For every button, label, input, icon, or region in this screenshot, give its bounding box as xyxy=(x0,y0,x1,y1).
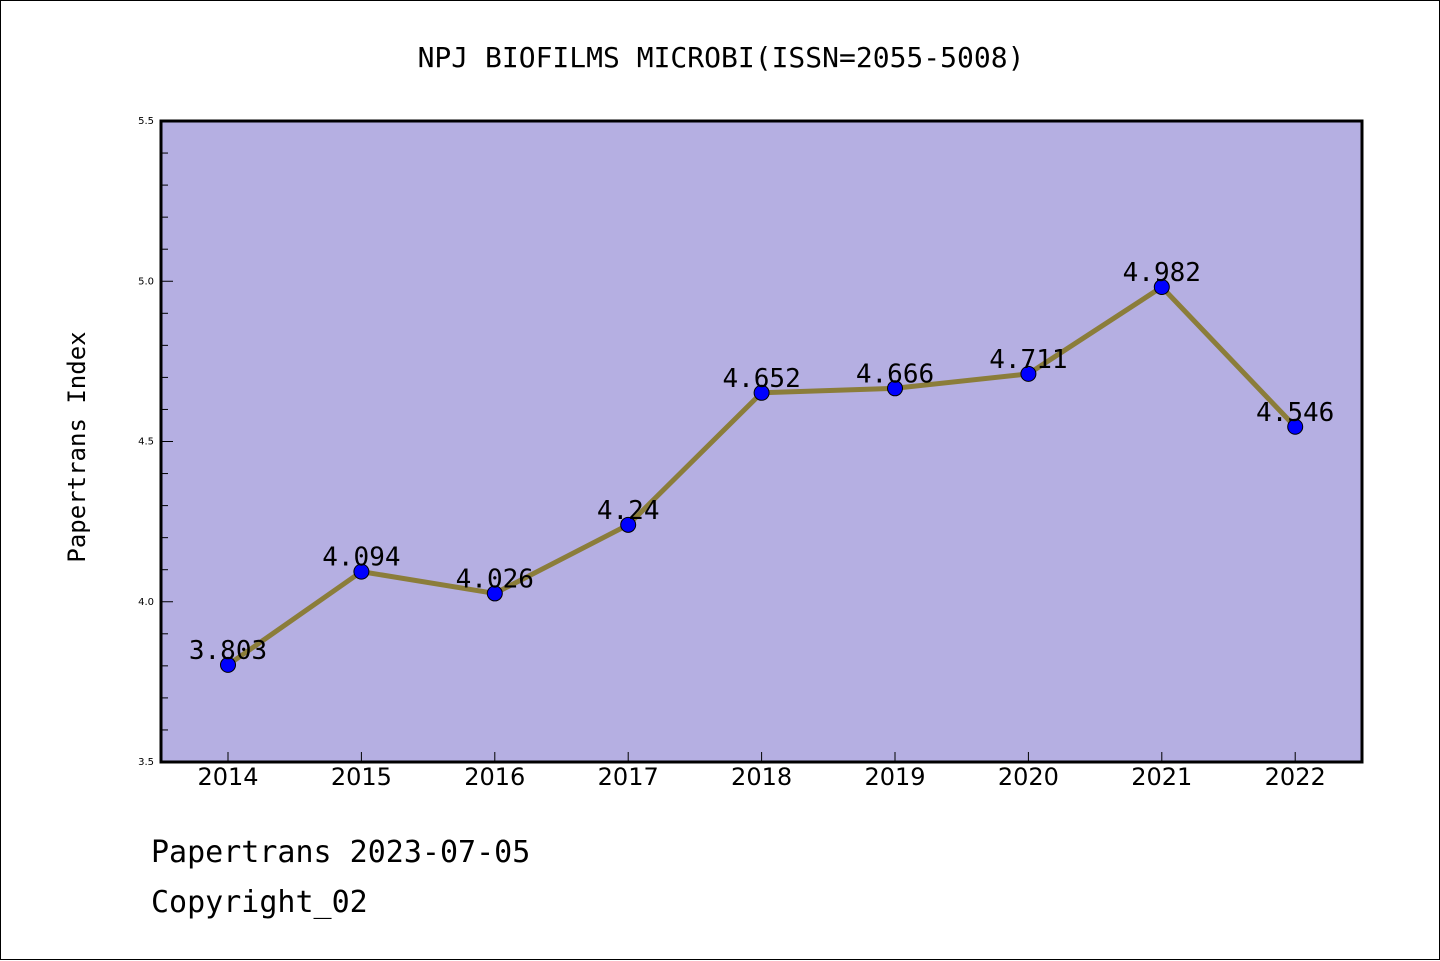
footer-copyright-line: Copyright_02 xyxy=(151,885,368,920)
data-labels: 3.803 4.094 4.026 4.24 4.652 4.666 4.711 4.982 4… xyxy=(189,258,1334,666)
plot-area xyxy=(161,121,1362,762)
y-tick-label: 4.5 xyxy=(138,437,154,448)
data-label: 4.982 xyxy=(1123,258,1201,288)
x-tick-label: 2021 xyxy=(1131,763,1192,791)
x-axis-ticks: 2014 2015 2016 2017 2018 2019 2020 2021 2022 xyxy=(197,752,1326,791)
y-tick-label: 5.0 xyxy=(138,276,154,287)
x-tick-label: 2018 xyxy=(731,763,792,791)
chart-title: NPJ BIOFILMS MICROBI(ISSN=2055-5008) xyxy=(418,41,1025,74)
x-tick-label: 2016 xyxy=(464,763,525,791)
x-tick-label: 2015 xyxy=(331,763,392,791)
y-tick-label: 4.0 xyxy=(138,597,154,608)
data-label: 3.803 xyxy=(189,636,267,666)
data-point-marker xyxy=(1153,279,1170,296)
data-label: 4.546 xyxy=(1256,398,1334,428)
data-point-marker xyxy=(1287,418,1304,435)
data-label: 4.026 xyxy=(456,564,534,594)
x-tick-label: 2022 xyxy=(1265,763,1326,791)
y-tick-label: 5.5 xyxy=(138,116,154,127)
data-label: 4.094 xyxy=(322,543,400,573)
series-markers xyxy=(220,279,1304,673)
plot-border xyxy=(159,119,1364,764)
data-label: 4.652 xyxy=(722,364,800,394)
y-axis-label: Papertrans Index xyxy=(63,331,91,562)
data-point-marker xyxy=(620,516,637,533)
x-tick-label: 2020 xyxy=(998,763,1059,791)
x-tick-label: 2017 xyxy=(598,763,659,791)
footer-date-line: Papertrans 2023-07-05 xyxy=(151,835,531,870)
data-point-marker xyxy=(1020,365,1037,382)
data-point-marker xyxy=(753,384,770,401)
x-tick-label: 2014 xyxy=(197,763,258,791)
data-point-marker xyxy=(220,656,236,673)
data-point-marker xyxy=(887,380,903,397)
y-tick-label: 3.5 xyxy=(138,757,154,768)
data-label: 4.666 xyxy=(856,359,934,389)
data-point-marker xyxy=(486,585,503,602)
data-point-marker xyxy=(353,563,370,580)
data-label: 4.711 xyxy=(989,345,1067,375)
data-label: 4.24 xyxy=(597,496,660,526)
x-tick-label: 2019 xyxy=(864,763,925,791)
